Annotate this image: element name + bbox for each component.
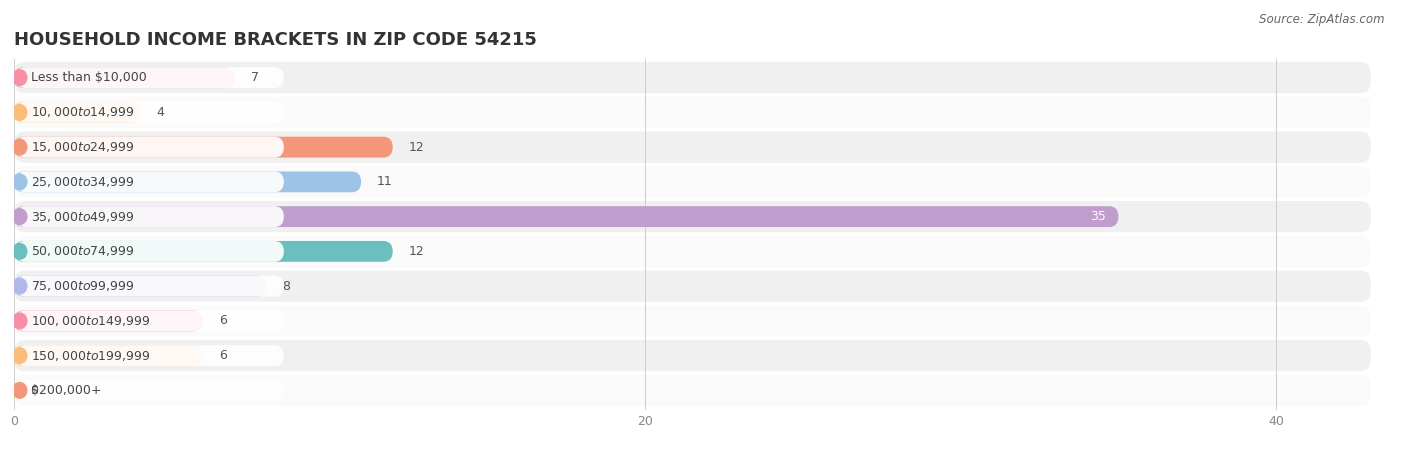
FancyBboxPatch shape: [14, 375, 1371, 406]
FancyBboxPatch shape: [15, 345, 284, 366]
Text: $200,000+: $200,000+: [31, 384, 101, 397]
FancyBboxPatch shape: [15, 102, 284, 123]
Circle shape: [13, 140, 27, 155]
FancyBboxPatch shape: [15, 67, 284, 88]
FancyBboxPatch shape: [15, 380, 284, 401]
FancyBboxPatch shape: [14, 276, 267, 297]
Text: $15,000 to $24,999: $15,000 to $24,999: [31, 140, 135, 154]
Text: 7: 7: [250, 71, 259, 84]
FancyBboxPatch shape: [15, 137, 284, 157]
Circle shape: [13, 104, 27, 120]
Circle shape: [13, 313, 27, 328]
Text: 6: 6: [219, 315, 226, 328]
Text: Less than $10,000: Less than $10,000: [31, 71, 148, 84]
FancyBboxPatch shape: [14, 67, 235, 88]
FancyBboxPatch shape: [14, 97, 1371, 128]
Circle shape: [13, 348, 27, 364]
FancyBboxPatch shape: [15, 241, 284, 262]
Circle shape: [13, 209, 27, 225]
FancyBboxPatch shape: [14, 305, 1371, 337]
Circle shape: [13, 278, 27, 294]
FancyBboxPatch shape: [14, 62, 1371, 93]
FancyBboxPatch shape: [14, 102, 141, 123]
Text: $25,000 to $34,999: $25,000 to $34,999: [31, 175, 135, 189]
Text: 12: 12: [409, 140, 425, 153]
Text: 4: 4: [156, 106, 165, 119]
FancyBboxPatch shape: [14, 310, 204, 331]
FancyBboxPatch shape: [14, 171, 361, 192]
FancyBboxPatch shape: [15, 276, 284, 297]
FancyBboxPatch shape: [14, 270, 1371, 302]
Text: Source: ZipAtlas.com: Source: ZipAtlas.com: [1260, 14, 1385, 27]
Circle shape: [13, 243, 27, 259]
Text: $100,000 to $149,999: $100,000 to $149,999: [31, 314, 150, 328]
FancyBboxPatch shape: [14, 241, 392, 262]
Text: 12: 12: [409, 245, 425, 258]
FancyBboxPatch shape: [14, 340, 1371, 371]
Text: $75,000 to $99,999: $75,000 to $99,999: [31, 279, 135, 293]
Text: 8: 8: [283, 279, 290, 292]
Text: HOUSEHOLD INCOME BRACKETS IN ZIP CODE 54215: HOUSEHOLD INCOME BRACKETS IN ZIP CODE 54…: [14, 31, 537, 49]
FancyBboxPatch shape: [14, 236, 1371, 267]
Circle shape: [13, 174, 27, 190]
Circle shape: [13, 382, 27, 398]
FancyBboxPatch shape: [15, 206, 284, 227]
Text: 35: 35: [1090, 210, 1105, 223]
Text: $50,000 to $74,999: $50,000 to $74,999: [31, 244, 135, 258]
Text: $10,000 to $14,999: $10,000 to $14,999: [31, 105, 135, 119]
FancyBboxPatch shape: [14, 131, 1371, 163]
FancyBboxPatch shape: [14, 166, 1371, 198]
FancyBboxPatch shape: [14, 201, 1371, 232]
FancyBboxPatch shape: [14, 206, 1118, 227]
Text: $150,000 to $199,999: $150,000 to $199,999: [31, 349, 150, 363]
FancyBboxPatch shape: [14, 137, 392, 157]
FancyBboxPatch shape: [14, 345, 204, 366]
Text: 0: 0: [30, 384, 38, 397]
Text: 6: 6: [219, 349, 226, 362]
Text: 11: 11: [377, 176, 392, 189]
Circle shape: [13, 70, 27, 86]
Text: $35,000 to $49,999: $35,000 to $49,999: [31, 210, 135, 224]
FancyBboxPatch shape: [15, 310, 284, 331]
FancyBboxPatch shape: [15, 171, 284, 192]
